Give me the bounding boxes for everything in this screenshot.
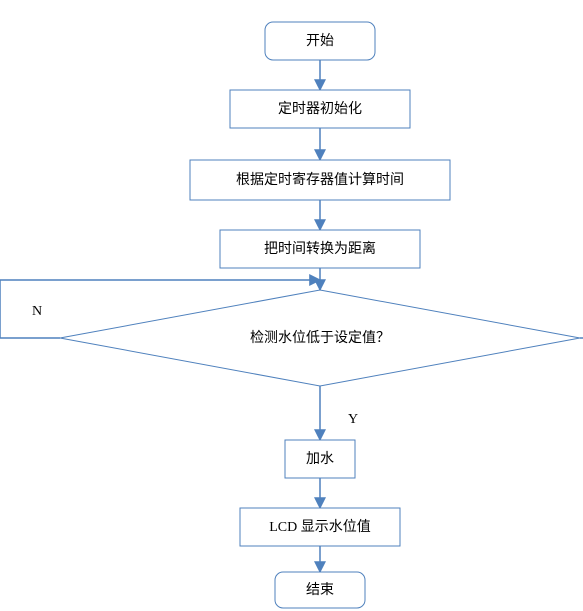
node-decision-label: 检测水位低于设定值？ bbox=[250, 330, 390, 346]
node-lcd-label: LCD 显示水位值 bbox=[269, 519, 371, 535]
nodes: 开始 定时器初始化 根据定时寄存器值计算时间 把时间转换为距离 检测水位低于设定… bbox=[60, 22, 580, 608]
edge-label-no: N bbox=[32, 304, 42, 319]
edge-label-yes: Y bbox=[348, 412, 358, 427]
node-calc-label: 根据定时寄存器值计算时间 bbox=[236, 171, 404, 188]
node-start-label: 开始 bbox=[306, 33, 334, 49]
node-end-label: 结束 bbox=[306, 582, 334, 598]
node-init-label: 定时器初始化 bbox=[278, 100, 362, 117]
node-add-label: 加水 bbox=[306, 451, 334, 467]
node-convert-label: 把时间转换为距离 bbox=[264, 240, 376, 257]
flowchart-canvas: 开始 定时器初始化 根据定时寄存器值计算时间 把时间转换为距离 检测水位低于设定… bbox=[0, 0, 583, 611]
